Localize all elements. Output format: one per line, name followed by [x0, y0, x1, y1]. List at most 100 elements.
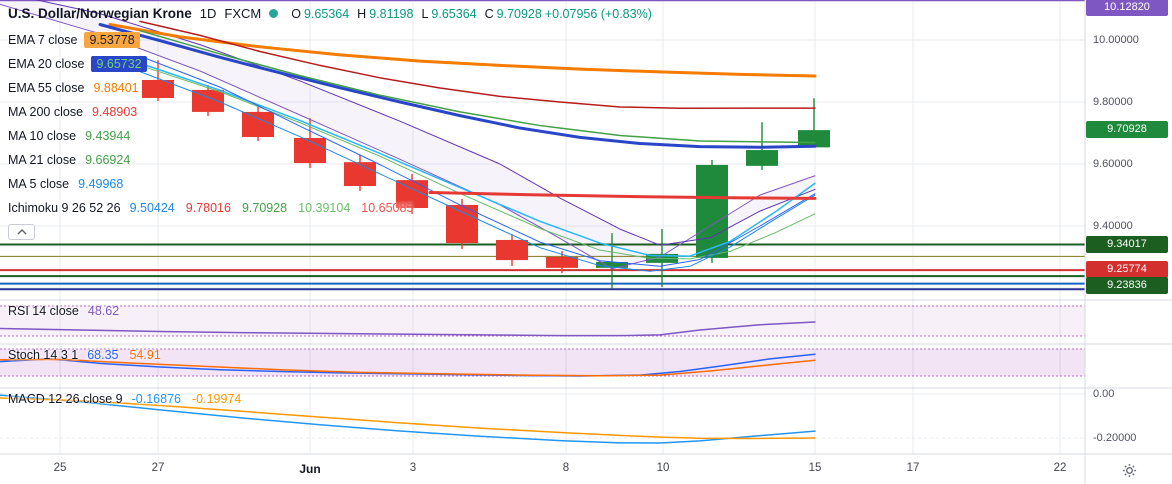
legend-row[interactable]: MA 200 close 9.48903 — [8, 100, 415, 124]
legend-value: 9.53778 — [84, 32, 140, 48]
interval-label[interactable]: 1D — [199, 6, 217, 21]
candle — [446, 199, 478, 249]
overlay-ma21 — [139, 29, 816, 144]
chart-header: U.S. Dollar/Norwegian Krone 1D FXCM O 9.… — [8, 6, 652, 21]
macd-signal-line — [0, 397, 816, 440]
candle — [142, 60, 174, 102]
legend-row[interactable]: MA 10 close 9.43944 — [8, 124, 415, 148]
close-label: C — [484, 6, 494, 21]
price-axis-badge: 9.23836 — [1086, 277, 1168, 295]
candle — [242, 106, 274, 142]
legend-label: Ichimoku 9 26 52 26 — [8, 201, 121, 215]
market-status-dot[interactable] — [269, 9, 279, 18]
legend-row[interactable]: MA 21 close 9.66924 — [8, 148, 415, 172]
time-axis-label: 10 — [656, 462, 670, 474]
legend-row[interactable]: EMA 20 close 9.65732 — [8, 52, 415, 76]
legend-label: EMA 20 close — [8, 57, 85, 71]
macd-legend[interactable]: MACD 12 26 close 9 -0.16876 -0.19974 — [8, 392, 243, 406]
overlay-ma10 — [139, 64, 816, 260]
symbol-title[interactable]: U.S. Dollar/Norwegian Krone — [8, 6, 192, 21]
legend-label: EMA 55 close — [8, 81, 85, 95]
legend-label: MA 10 close — [8, 129, 77, 143]
rsi-band — [0, 306, 1085, 336]
chevron-up-icon — [17, 229, 26, 235]
price-axis-label: 9.80000 — [1093, 96, 1133, 108]
time-axis[interactable]: 25 27 Jun 3 8 10 15 17 22 — [0, 454, 1085, 484]
rsi-line — [0, 321, 816, 337]
legend-value: 9.65732 — [91, 56, 147, 72]
candle — [696, 159, 728, 263]
pane-value: 68.35 — [87, 348, 119, 362]
gear-icon — [1122, 463, 1136, 477]
legend-value: 9.88401 — [93, 81, 139, 95]
legend-label: EMA 7 close — [8, 33, 78, 47]
overlay-ema7 — [139, 62, 816, 257]
legend-value: 9.78016 — [185, 201, 231, 215]
legend-row[interactable]: EMA 55 close 9.88401 — [8, 76, 415, 100]
price-axis-badge: 9.34017 — [1086, 235, 1168, 253]
legend-value: 9.50424 — [129, 201, 175, 215]
overlay-tenkan — [139, 55, 816, 267]
time-axis-label: 22 — [1053, 462, 1067, 474]
pane-label-text: Stoch 14 3 1 — [8, 348, 79, 362]
indicator-axis-label: -0.20000 — [1093, 432, 1137, 444]
legend-value: 9.66924 — [85, 153, 131, 167]
indicator-axis-label: 0.00 — [1093, 388, 1115, 400]
price-axis[interactable]: 10.00000 9.80000 9.60000 9.40000 0.00 -0.2000… — [1085, 0, 1172, 484]
time-axis-label: 3 — [409, 462, 417, 474]
settings-gear-button[interactable] — [1114, 459, 1144, 481]
legend-row[interactable]: Ichimoku 9 26 52 26 9.50424 9.78016 9.70928… — [8, 196, 415, 220]
legend-value: 10.65085 — [361, 201, 414, 215]
price-axis-label: 9.40000 — [1093, 220, 1133, 232]
legend-collapse-button[interactable] — [8, 224, 35, 240]
close-value: 9.70928 — [496, 6, 542, 21]
time-axis-label: 25 — [53, 462, 67, 474]
open-value: 9.65364 — [303, 6, 350, 21]
legend-value: 10.39104 — [298, 201, 351, 215]
ichimoku-span-a-line — [0, 3, 816, 270]
time-axis-label: 17 — [906, 462, 920, 474]
time-axis-label: 8 — [562, 462, 570, 474]
time-axis-label: Jun — [299, 462, 321, 476]
price-axis-badge: 10.12820 — [1086, 0, 1168, 17]
high-value: 9.81198 — [369, 6, 414, 21]
price-axis-badge: 9.25774 — [1086, 261, 1168, 279]
low-label: L — [421, 6, 429, 21]
overlay-ema55 — [108, 23, 817, 78]
overlay-ma200 — [428, 191, 817, 200]
legend-row[interactable]: MA 5 close 9.49968 — [8, 172, 415, 196]
legend-label: MA 21 close — [8, 153, 77, 167]
high-label: H — [357, 6, 367, 21]
change-value: +0.07956 (+0.83%) — [544, 6, 652, 21]
pane-value: -0.16876 — [131, 392, 181, 406]
pane-label-text: RSI 14 close — [8, 304, 79, 318]
legend-row[interactable]: EMA 7 close 9.53778 — [8, 28, 415, 52]
price-axis-badge: 9.70928 — [1086, 121, 1168, 139]
time-axis-label: 27 — [151, 462, 165, 474]
indicator-legend: EMA 7 close 9.53778 EMA 20 close 9.65732 EMA… — [8, 28, 415, 220]
ichimoku-span-b-line — [34, 0, 816, 246]
ohlc-values: O 9.65364 H 9.81198 L 9.65364 C 9.70928 … — [286, 7, 652, 21]
stoch-d-line — [0, 358, 816, 377]
overlay-ema20 — [98, 23, 817, 149]
legend-label: MA 5 close — [8, 177, 70, 191]
candle — [294, 118, 326, 169]
legend-value: 9.43944 — [85, 129, 131, 143]
pane-value: 54.91 — [129, 348, 161, 362]
legend-value: 9.49968 — [78, 177, 124, 191]
price-axis-label: 10.00000 — [1093, 34, 1139, 46]
exchange-label[interactable]: FXCM — [224, 6, 262, 21]
stoch-legend[interactable]: Stoch 14 3 1 68.35 54.91 — [8, 348, 163, 362]
overlay-ma5 — [139, 71, 816, 272]
low-value: 9.65364 — [431, 6, 477, 21]
price-axis-label: 9.60000 — [1093, 158, 1133, 170]
candle-series — [142, 60, 830, 289]
rsi-legend[interactable]: RSI 14 close 48.62 — [8, 304, 121, 318]
pane-value: -0.19974 — [192, 392, 242, 406]
overlay-kijun — [139, 20, 816, 109]
legend-value: 9.48903 — [92, 105, 138, 119]
open-label: O — [291, 6, 301, 21]
time-axis-label: 15 — [808, 462, 822, 474]
